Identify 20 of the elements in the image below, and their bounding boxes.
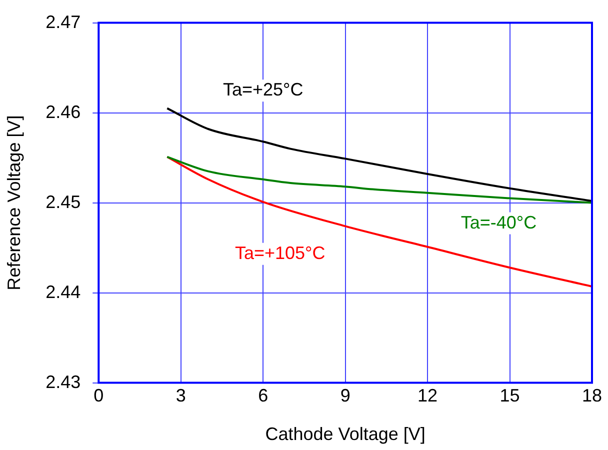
x-tick-label: 6 bbox=[258, 386, 268, 406]
y-tick-label: 2.45 bbox=[46, 192, 81, 212]
y-tick-label: 2.46 bbox=[46, 102, 81, 122]
series-label: Ta=+25°C bbox=[222, 80, 304, 100]
x-tick-label: 18 bbox=[582, 386, 602, 406]
y-tick-label: 2.43 bbox=[46, 372, 81, 392]
x-tick-label: 12 bbox=[418, 386, 438, 406]
y-tick-label: 2.47 bbox=[46, 12, 81, 32]
series-label: Ta=+105°C bbox=[234, 242, 326, 263]
x-tick-label: 0 bbox=[94, 386, 104, 406]
line-series bbox=[166, 156, 592, 204]
series-label: Ta=-40°C bbox=[460, 212, 537, 232]
y-tick-label: 2.44 bbox=[46, 282, 81, 302]
x-tick-label: 9 bbox=[340, 386, 350, 406]
line-series bbox=[166, 107, 592, 202]
x-tick-label: 3 bbox=[176, 386, 186, 406]
x-axis-title: Cathode Voltage [V] bbox=[265, 424, 426, 444]
y-axis-title: Reference Voltage [V] bbox=[4, 115, 24, 290]
line-series bbox=[166, 156, 592, 288]
x-tick-label: 15 bbox=[500, 386, 520, 406]
